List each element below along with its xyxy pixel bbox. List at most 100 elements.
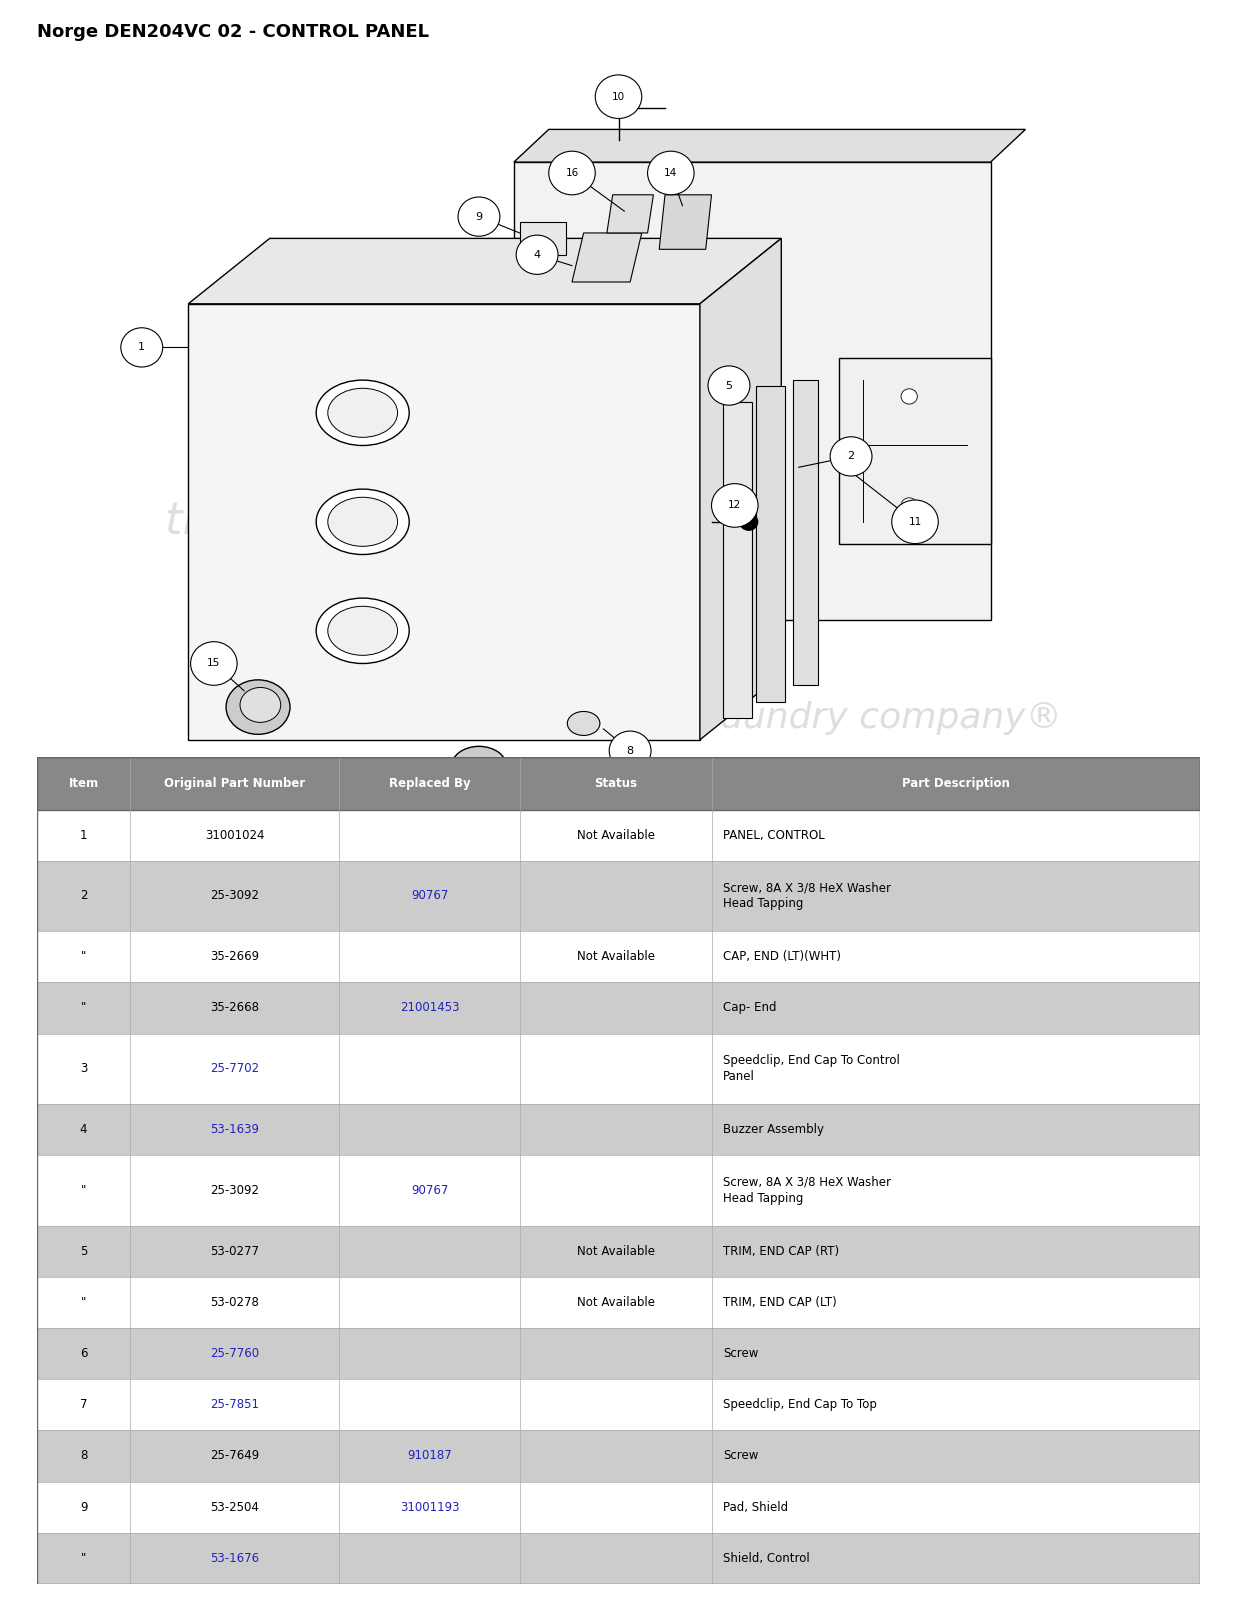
Polygon shape <box>513 162 991 619</box>
Text: Screw, 8A X 3/8 HeX Washer
Head Tapping: Screw, 8A X 3/8 HeX Washer Head Tapping <box>724 882 891 910</box>
Bar <box>37 1533 1200 1584</box>
Text: 25-7760: 25-7760 <box>210 1347 260 1360</box>
Polygon shape <box>724 402 752 718</box>
Ellipse shape <box>317 381 409 445</box>
Bar <box>37 1226 1200 1277</box>
Circle shape <box>516 235 558 274</box>
Bar <box>37 861 1200 931</box>
Text: 15: 15 <box>208 659 220 669</box>
Text: ": " <box>80 1002 87 1014</box>
Ellipse shape <box>901 498 918 514</box>
Text: 53-1676: 53-1676 <box>210 1552 260 1565</box>
Text: 35-2669: 35-2669 <box>210 950 260 963</box>
Text: 31001193: 31001193 <box>400 1501 459 1514</box>
Ellipse shape <box>328 606 397 656</box>
Circle shape <box>892 499 938 544</box>
Text: 13: 13 <box>438 778 450 789</box>
Ellipse shape <box>328 498 397 546</box>
Text: the laundry: the laundry <box>165 501 421 544</box>
Bar <box>37 810 1200 861</box>
Text: Speedclip, End Cap To Top: Speedclip, End Cap To Top <box>724 1398 877 1411</box>
Text: 25-3092: 25-3092 <box>210 890 260 902</box>
Ellipse shape <box>706 802 740 832</box>
Text: Screw, 8A X 3/8 HeX Washer
Head Tapping: Screw, 8A X 3/8 HeX Washer Head Tapping <box>724 1176 891 1205</box>
Text: Not Available: Not Available <box>576 950 654 963</box>
Ellipse shape <box>317 598 409 664</box>
Text: Cap- End: Cap- End <box>724 1002 777 1014</box>
Text: 31001024: 31001024 <box>205 829 265 842</box>
Ellipse shape <box>637 792 669 822</box>
Text: 8: 8 <box>80 1450 88 1462</box>
Text: Click on the part number to view part: Click on the part number to view part <box>501 970 736 982</box>
Circle shape <box>609 731 651 770</box>
Text: the laundry company®: the laundry company® <box>640 701 1063 734</box>
Text: Norge DEN204VC 02 - CONTROL PANEL: Norge DEN204VC 02 - CONTROL PANEL <box>37 22 429 42</box>
Polygon shape <box>188 304 700 739</box>
Text: 25-3092: 25-3092 <box>210 1184 260 1197</box>
Polygon shape <box>700 238 782 739</box>
Circle shape <box>711 483 758 528</box>
Text: 5: 5 <box>725 381 732 390</box>
Text: 7: 7 <box>80 1398 88 1411</box>
Text: 25-7702: 25-7702 <box>210 1062 260 1075</box>
Text: 21001453: 21001453 <box>400 1002 459 1014</box>
Circle shape <box>679 821 721 859</box>
Text: 35-2668: 35-2668 <box>210 1002 260 1014</box>
Bar <box>37 1034 1200 1104</box>
Ellipse shape <box>452 746 507 787</box>
Polygon shape <box>793 381 819 685</box>
Bar <box>37 931 1200 982</box>
Ellipse shape <box>317 490 409 555</box>
Text: Shield, Control: Shield, Control <box>724 1552 810 1565</box>
Text: 3: 3 <box>615 827 622 837</box>
Bar <box>37 1328 1200 1379</box>
Text: Screw: Screw <box>724 1347 758 1360</box>
Bar <box>37 757 1200 810</box>
Text: 3: 3 <box>80 1062 88 1075</box>
Text: 9: 9 <box>80 1501 88 1514</box>
Bar <box>37 1379 1200 1430</box>
Text: 53-2504: 53-2504 <box>210 1501 260 1514</box>
Text: 53-1639: 53-1639 <box>210 1123 260 1136</box>
Text: ": " <box>80 950 87 963</box>
Text: 8: 8 <box>627 746 633 755</box>
Text: CAP, END (LT)(WHT): CAP, END (LT)(WHT) <box>724 950 841 963</box>
Ellipse shape <box>226 680 289 734</box>
Polygon shape <box>520 222 567 254</box>
Text: Norge Residential Norge DEN204VC Dryer Parts Parts Diagram 02 - CONTROL PANEL: Norge Residential Norge DEN204VC Dryer P… <box>354 939 883 952</box>
Text: 1: 1 <box>139 342 145 352</box>
Ellipse shape <box>328 389 397 437</box>
Bar <box>37 1155 1200 1226</box>
Text: Speedclip, End Cap To Control
Panel: Speedclip, End Cap To Control Panel <box>724 1054 901 1083</box>
Polygon shape <box>607 195 653 234</box>
Ellipse shape <box>901 389 918 405</box>
Polygon shape <box>756 386 784 702</box>
Text: 2: 2 <box>80 890 88 902</box>
Ellipse shape <box>568 792 600 822</box>
Text: TRIM, END CAP (RT): TRIM, END CAP (RT) <box>724 1245 839 1258</box>
Text: Pad, Shield: Pad, Shield <box>724 1501 788 1514</box>
Text: 1: 1 <box>80 829 88 842</box>
Text: 5: 5 <box>80 1245 88 1258</box>
Bar <box>37 1482 1200 1533</box>
Text: Not Available: Not Available <box>576 1245 654 1258</box>
Polygon shape <box>571 234 642 282</box>
Polygon shape <box>840 358 991 544</box>
Polygon shape <box>659 195 711 250</box>
Circle shape <box>121 328 163 366</box>
Text: 7: 7 <box>696 835 704 845</box>
Text: Item: Item <box>68 776 99 790</box>
Bar <box>37 982 1200 1034</box>
Text: TRIM, END CAP (LT): TRIM, END CAP (LT) <box>724 1296 837 1309</box>
Ellipse shape <box>240 688 281 722</box>
Text: 16: 16 <box>565 168 579 178</box>
Text: Screw: Screw <box>724 1450 758 1462</box>
Text: 25-7649: 25-7649 <box>210 1450 260 1462</box>
Circle shape <box>522 786 564 826</box>
Text: 4: 4 <box>533 250 541 259</box>
Text: Buzzer Assembly: Buzzer Assembly <box>724 1123 824 1136</box>
Text: 25-7851: 25-7851 <box>210 1398 260 1411</box>
Text: 4: 4 <box>80 1123 88 1136</box>
Text: 10: 10 <box>612 91 625 102</box>
Circle shape <box>421 762 468 805</box>
